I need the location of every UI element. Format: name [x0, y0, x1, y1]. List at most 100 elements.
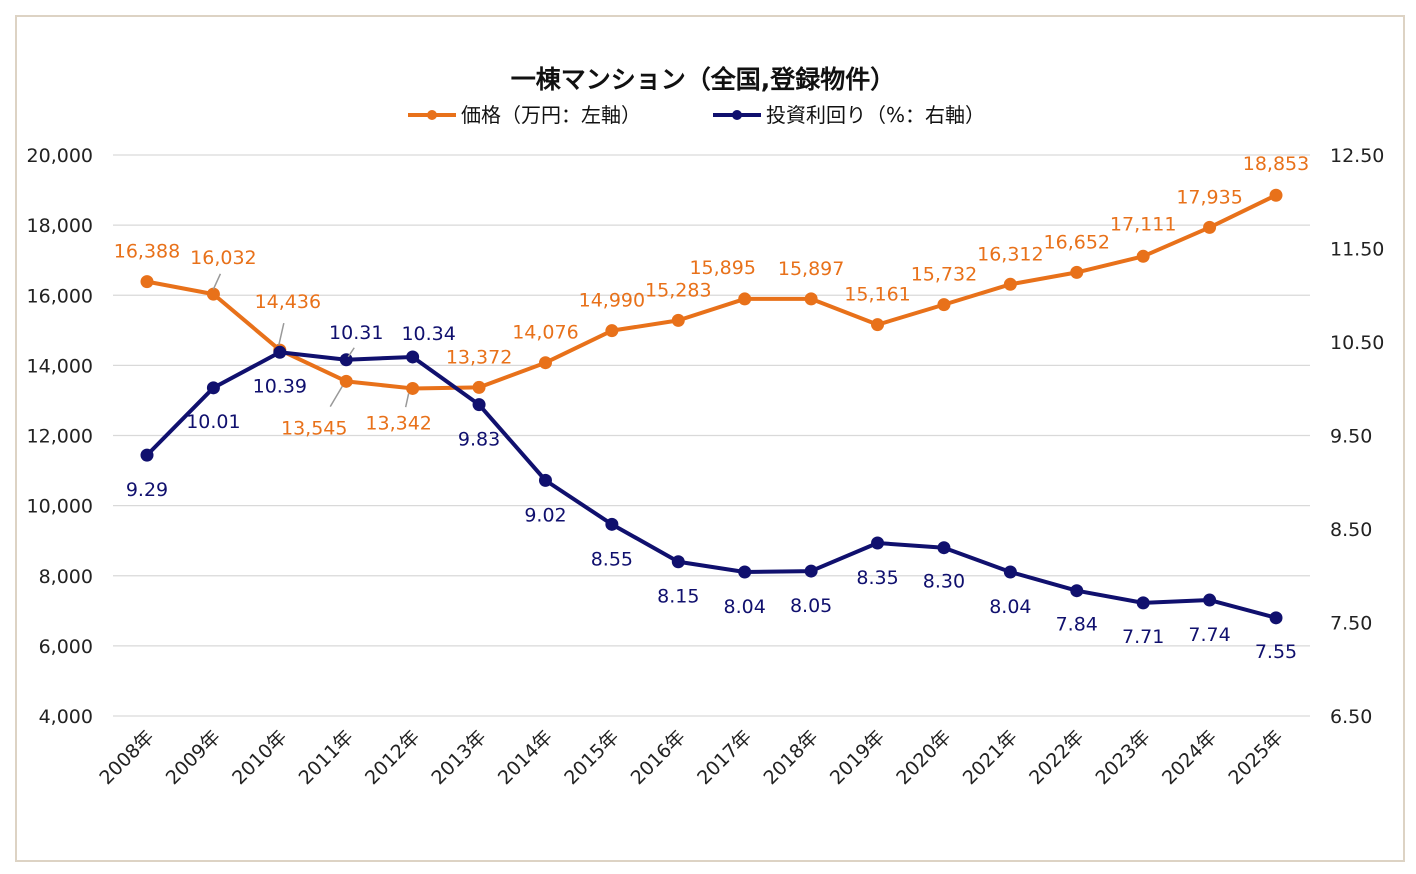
right-axis-tick-label: 6.50	[1330, 706, 1372, 728]
yield-point	[1269, 611, 1283, 625]
yield-data-label: 8.15	[657, 586, 699, 608]
price-data-label: 17,111	[1110, 213, 1176, 235]
right-axis-tick-label: 9.50	[1330, 426, 1372, 448]
price-point	[339, 374, 353, 388]
yield-data-label: 8.04	[724, 596, 766, 618]
yield-data-label: 7.84	[1056, 614, 1098, 636]
yield-data-label: 8.04	[989, 596, 1031, 618]
price-point	[1203, 220, 1217, 234]
price-data-label: 14,436	[255, 291, 321, 313]
yield-point	[273, 345, 287, 359]
x-axis-tick-label: 2019年	[826, 726, 889, 789]
price-line	[146, 193, 1277, 391]
left-axis-tick-label: 12,000	[27, 426, 93, 448]
yield-data-label: 8.35	[856, 567, 898, 589]
x-axis-tick-label: 2015年	[560, 726, 623, 789]
x-axis-tick-label: 2010年	[228, 726, 291, 789]
yield-data-label: 10.01	[186, 411, 240, 433]
yield-data-label: 9.02	[524, 504, 566, 526]
yield-point	[472, 398, 486, 412]
right-axis-tick-label: 11.50	[1330, 239, 1384, 261]
price-data-label: 16,312	[977, 243, 1043, 265]
price-data-label: 13,372	[446, 346, 512, 368]
yield-data-label: 8.55	[591, 548, 633, 570]
price-data-label: 16,032	[190, 247, 256, 269]
yield-data-label: 8.05	[790, 595, 832, 617]
price-data-label: 15,897	[778, 258, 844, 280]
left-axis-tick-label: 8,000	[39, 566, 93, 588]
price-data-label: 16,652	[1044, 231, 1110, 253]
right-axis-tick-label: 8.50	[1330, 519, 1372, 541]
price-data-label: 13,545	[281, 417, 347, 439]
price-data-label: 16,388	[114, 241, 180, 263]
left-axis-tick-label: 10,000	[27, 496, 93, 518]
price-point	[1070, 265, 1084, 279]
x-axis-tick-label: 2024年	[1158, 726, 1221, 789]
legend-yield-label: 投資利回り（%：右軸）	[766, 103, 985, 127]
price-point	[804, 292, 818, 306]
price-point	[206, 287, 220, 301]
yield-point	[140, 448, 154, 462]
price-point	[1269, 188, 1283, 202]
yield-point	[804, 564, 818, 578]
x-axis-tick-label: 2025年	[1224, 726, 1287, 789]
yield-data-label: 8.30	[923, 571, 965, 593]
yield-data-label: 7.71	[1122, 626, 1164, 648]
price-point	[406, 381, 420, 395]
x-axis-tick-label: 2016年	[627, 726, 690, 789]
yield-point	[1070, 584, 1084, 598]
price-data-label: 15,732	[911, 264, 977, 286]
price-point	[871, 318, 885, 332]
x-axis-tick-label: 2018年	[759, 726, 822, 789]
legend-price-marker	[427, 110, 437, 120]
price-point	[140, 275, 154, 289]
yield-point	[1203, 593, 1217, 607]
x-axis-tick-label: 2009年	[162, 726, 225, 789]
price-point	[472, 380, 486, 394]
x-axis-tick-label: 2021年	[959, 726, 1022, 789]
price-point	[538, 356, 552, 370]
yield-point	[538, 473, 552, 487]
legend-price-label: 価格（万円：左軸）	[461, 103, 641, 127]
yield-data-label: 10.39	[253, 375, 307, 397]
yield-point	[671, 555, 685, 569]
left-axis-tick-label: 16,000	[27, 285, 93, 307]
yield-point	[605, 517, 619, 531]
yield-data-label: 9.29	[126, 479, 168, 501]
price-data-label: 15,161	[844, 284, 910, 306]
x-axis-tick-label: 2013年	[427, 726, 490, 789]
x-axis-tick-label: 2017年	[693, 726, 756, 789]
leader-line	[329, 385, 343, 408]
price-point	[605, 324, 619, 338]
yield-point	[871, 536, 885, 550]
leader-line	[347, 347, 355, 358]
price-data-label: 18,853	[1243, 153, 1309, 175]
leader-line	[404, 393, 410, 408]
yield-point	[206, 381, 220, 395]
yield-point	[937, 541, 951, 555]
x-axis-tick-label: 2008年	[95, 726, 158, 789]
yield-data-label: 7.55	[1255, 641, 1297, 663]
chart-frame	[15, 15, 1405, 862]
yield-point	[738, 565, 752, 579]
yield-point	[1136, 596, 1150, 610]
x-axis-tick-label: 2020年	[892, 726, 955, 789]
left-axis-tick-label: 4,000	[39, 706, 93, 728]
legend-yield: 投資利回り（%：右軸）	[713, 103, 985, 127]
x-axis-tick-label: 2022年	[1025, 726, 1088, 789]
left-axis-tick-label: 14,000	[27, 355, 93, 377]
price-data-label: 14,990	[579, 290, 645, 312]
left-axis-tick-label: 20,000	[27, 145, 93, 167]
chart-title: 一棟マンション（全国,登録物件）	[511, 65, 896, 94]
yield-line	[145, 350, 1277, 620]
price-data-label: 15,283	[645, 279, 711, 301]
yield-data-label: 9.83	[458, 429, 500, 451]
yield-point	[406, 350, 420, 364]
price-point	[937, 298, 951, 312]
price-point	[671, 313, 685, 327]
price-data-label: 17,935	[1176, 186, 1242, 208]
yield-data-label: 10.31	[329, 322, 383, 344]
price-data-label: 14,076	[512, 322, 578, 344]
legend-yield-marker	[732, 110, 742, 120]
